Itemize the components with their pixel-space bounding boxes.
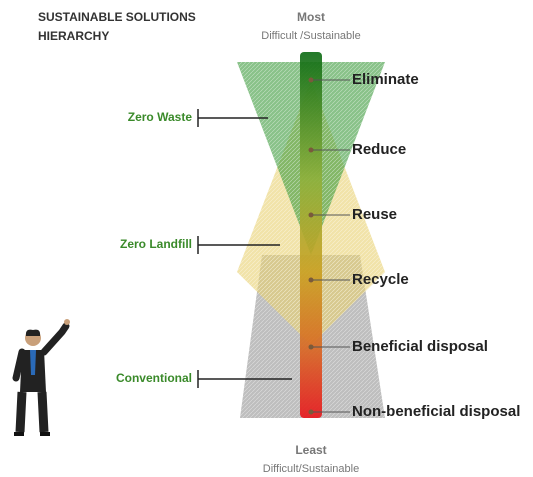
level-label: Eliminate (352, 71, 419, 88)
level-label: Non-beneficial disposal (352, 403, 520, 420)
level-dot (309, 278, 314, 283)
title-line: SUSTAINABLE SOLUTIONS (38, 10, 196, 24)
level-dot (309, 213, 314, 218)
diagram: SUSTAINABLE SOLUTIONS HIERARCHY Most Dif… (0, 0, 533, 477)
top-sublabel: Difficult /Sustainable (261, 30, 360, 42)
top-label: Most (297, 10, 325, 24)
level-dot (309, 410, 314, 415)
category-label: Conventional (116, 371, 192, 385)
bottom-sublabel: Difficult/Sustainable (263, 463, 359, 475)
bottom-label: Least (295, 443, 326, 457)
category-label: Zero Landfill (120, 237, 192, 251)
category-label: Zero Waste (128, 110, 193, 124)
level-label: Reduce (352, 141, 406, 158)
title-line: HIERARCHY (38, 29, 109, 43)
level-label: Reuse (352, 206, 397, 223)
gradient-bar (300, 52, 322, 418)
level-dot (309, 345, 314, 350)
title: SUSTAINABLE SOLUTIONS HIERARCHY (38, 10, 196, 43)
level-dot (309, 148, 314, 153)
level-label: Recycle (352, 271, 409, 288)
person (14, 319, 70, 434)
level-dot (309, 78, 314, 83)
level-label: Beneficial disposal (352, 338, 488, 355)
